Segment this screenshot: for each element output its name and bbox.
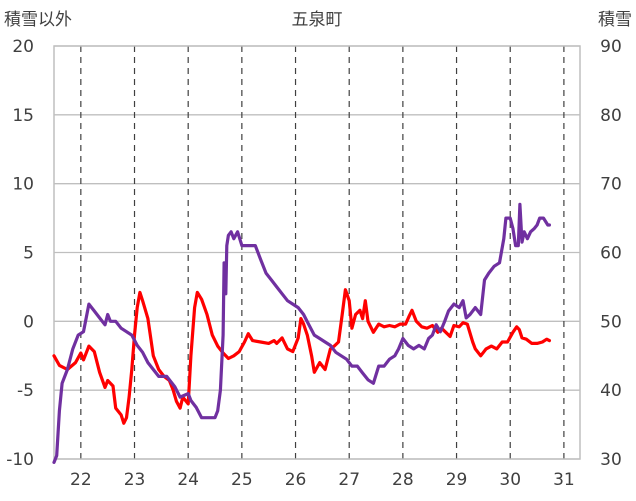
- grid: [54, 45, 580, 460]
- x-tick-label: 28: [392, 470, 414, 490]
- chart-title: 五泉町: [292, 10, 343, 30]
- right-tick-label: 60: [600, 244, 622, 264]
- x-tick-label: 25: [231, 470, 253, 490]
- left-tick-label: 15: [12, 106, 34, 126]
- right-tick-label: 40: [600, 381, 622, 401]
- right-tick-label: 70: [600, 175, 622, 195]
- x-tick-label: 27: [338, 470, 360, 490]
- left-tick-label: -10: [6, 450, 34, 470]
- right-tick-label: 30: [600, 450, 622, 470]
- left-axis-ticks: -10 -5 0 5 10 15 20: [6, 37, 34, 470]
- right-axis-ticks: 30 40 50 60 70 80 90: [600, 37, 622, 470]
- left-tick-label: 20: [12, 37, 34, 57]
- x-tick-label: 29: [446, 470, 468, 490]
- x-tick-label: 26: [285, 470, 307, 490]
- right-tick-label: 90: [600, 37, 622, 57]
- left-tick-label: 5: [23, 244, 34, 264]
- series-line-left: [52, 288, 551, 425]
- left-tick-label: 0: [23, 312, 34, 332]
- x-tick-label: 23: [124, 470, 146, 490]
- series-line-right: [52, 202, 551, 464]
- left-axis-label: 積雪以外: [4, 10, 72, 30]
- series-layer: [52, 202, 551, 464]
- x-axis-ticks: 22 23 24 25 26 27 28 29 30 31: [70, 470, 575, 490]
- x-tick-label: 31: [553, 470, 575, 490]
- plot-border: [53, 45, 581, 460]
- x-tick-label: 24: [177, 470, 199, 490]
- left-tick-label: 10: [12, 175, 34, 195]
- right-tick-label: 80: [600, 106, 622, 126]
- right-tick-label: 50: [600, 312, 622, 332]
- x-tick-label: 30: [499, 470, 521, 490]
- right-axis-label: 積雪: [598, 10, 632, 30]
- left-tick-label: -5: [17, 381, 34, 401]
- x-tick-label: 22: [70, 470, 92, 490]
